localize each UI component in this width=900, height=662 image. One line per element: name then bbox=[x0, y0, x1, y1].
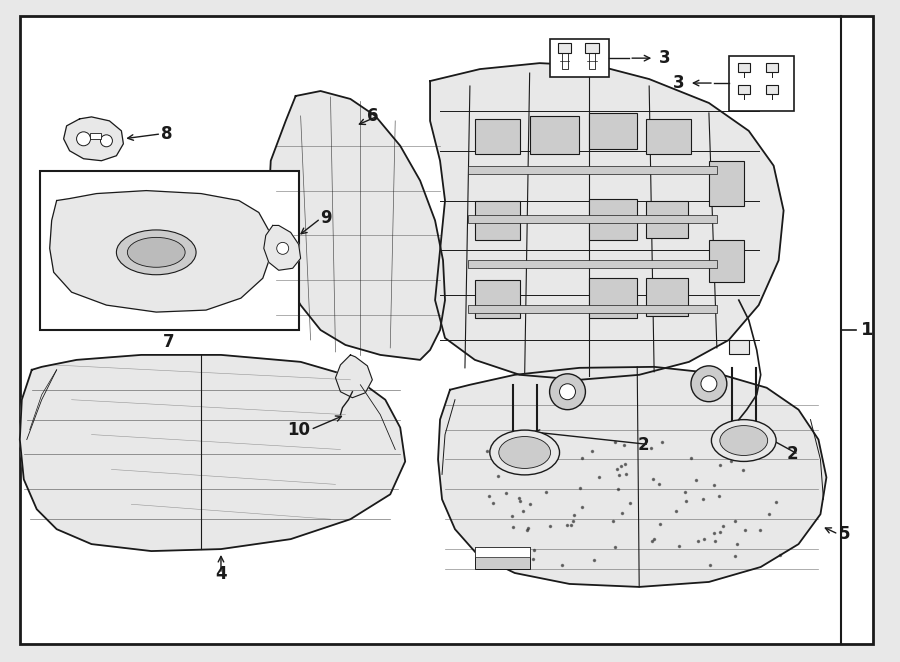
Text: 5: 5 bbox=[839, 525, 850, 543]
Text: 2: 2 bbox=[637, 436, 649, 453]
Polygon shape bbox=[64, 117, 123, 161]
Bar bbox=[468, 260, 717, 268]
Polygon shape bbox=[430, 63, 784, 380]
Circle shape bbox=[550, 374, 585, 410]
Bar bbox=[646, 278, 688, 316]
Circle shape bbox=[560, 384, 575, 400]
Text: 10: 10 bbox=[288, 420, 310, 439]
Bar bbox=[766, 63, 778, 72]
Bar bbox=[738, 85, 750, 94]
Text: 2: 2 bbox=[787, 446, 798, 463]
Ellipse shape bbox=[711, 420, 776, 461]
Bar bbox=[590, 113, 637, 149]
Text: 4: 4 bbox=[215, 565, 227, 583]
Text: 6: 6 bbox=[367, 107, 378, 125]
Bar bbox=[709, 240, 743, 282]
Bar bbox=[550, 39, 609, 77]
Bar bbox=[475, 280, 519, 318]
Ellipse shape bbox=[128, 238, 185, 267]
Ellipse shape bbox=[490, 430, 560, 475]
Text: 8: 8 bbox=[161, 125, 173, 143]
Bar bbox=[709, 161, 743, 205]
Bar bbox=[475, 547, 530, 569]
Polygon shape bbox=[438, 367, 826, 587]
Circle shape bbox=[76, 132, 91, 146]
Circle shape bbox=[701, 376, 717, 392]
Polygon shape bbox=[269, 91, 445, 360]
Bar bbox=[585, 43, 599, 53]
Text: 3: 3 bbox=[672, 74, 684, 92]
Bar bbox=[590, 199, 637, 240]
Bar bbox=[557, 43, 572, 53]
Bar bbox=[646, 119, 691, 154]
Bar bbox=[475, 119, 519, 154]
Bar bbox=[729, 56, 794, 111]
Ellipse shape bbox=[499, 436, 551, 469]
Bar bbox=[646, 201, 688, 238]
Bar bbox=[766, 85, 778, 94]
Circle shape bbox=[276, 242, 289, 254]
Circle shape bbox=[101, 135, 112, 147]
Polygon shape bbox=[336, 355, 373, 398]
Bar bbox=[89, 133, 102, 139]
Text: 1: 1 bbox=[861, 321, 874, 339]
Bar bbox=[475, 201, 519, 240]
Text: 3: 3 bbox=[659, 49, 670, 67]
Polygon shape bbox=[264, 226, 301, 270]
Polygon shape bbox=[50, 191, 271, 312]
Bar bbox=[738, 63, 750, 72]
Bar bbox=[729, 340, 749, 354]
Text: 9: 9 bbox=[320, 209, 332, 228]
Bar bbox=[590, 278, 637, 318]
Bar bbox=[468, 166, 717, 173]
Bar bbox=[468, 305, 717, 313]
Bar bbox=[468, 216, 717, 224]
Polygon shape bbox=[20, 355, 405, 551]
Bar bbox=[475, 547, 530, 557]
Bar bbox=[40, 171, 299, 330]
Ellipse shape bbox=[116, 230, 196, 275]
Circle shape bbox=[691, 366, 727, 402]
Text: 7: 7 bbox=[164, 333, 175, 351]
Bar bbox=[530, 116, 580, 154]
Ellipse shape bbox=[720, 426, 768, 455]
